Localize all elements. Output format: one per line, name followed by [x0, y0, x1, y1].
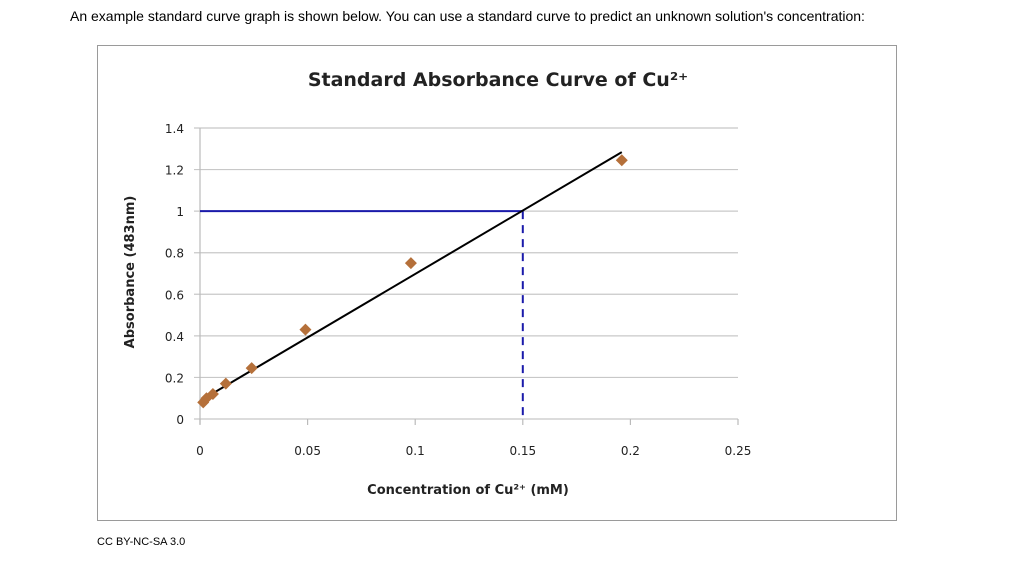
data-point	[299, 323, 312, 336]
x-tick-label: 0.05	[294, 444, 321, 458]
data-point	[245, 362, 258, 375]
y-tick-label: 1	[176, 205, 184, 219]
x-tick-label: 0.1	[406, 444, 425, 458]
x-axis-label: Concentration of Cu²⁺ (mM)	[367, 483, 569, 498]
y-tick-label: 0.8	[165, 247, 184, 261]
x-tick-label: 0	[196, 444, 204, 458]
data-point	[206, 388, 219, 401]
trendline	[199, 151, 623, 402]
x-tick-label: 0.25	[725, 444, 752, 458]
y-tick-label: 0.6	[165, 288, 184, 302]
x-tick-label: 0.15	[509, 444, 536, 458]
chart-frame	[97, 45, 897, 521]
data-point	[219, 377, 232, 390]
y-tick-label: 0	[176, 413, 184, 427]
y-tick-label: 1.2	[165, 164, 184, 178]
y-tick-label: 1.4	[165, 122, 184, 136]
x-tick-label: 0.2	[621, 444, 640, 458]
y-tick-label: 0.4	[165, 330, 184, 344]
y-axis-label: Absorbance (483nm)	[123, 196, 138, 349]
data-point	[404, 257, 417, 270]
data-point	[615, 154, 628, 167]
y-tick-label: 0.2	[165, 371, 184, 385]
chart-title: Standard Absorbance Curve of Cu²⁺	[308, 69, 688, 91]
license-text: CC BY-NC-SA 3.0	[97, 536, 186, 548]
intro-text: An example standard curve graph is shown…	[70, 8, 865, 24]
